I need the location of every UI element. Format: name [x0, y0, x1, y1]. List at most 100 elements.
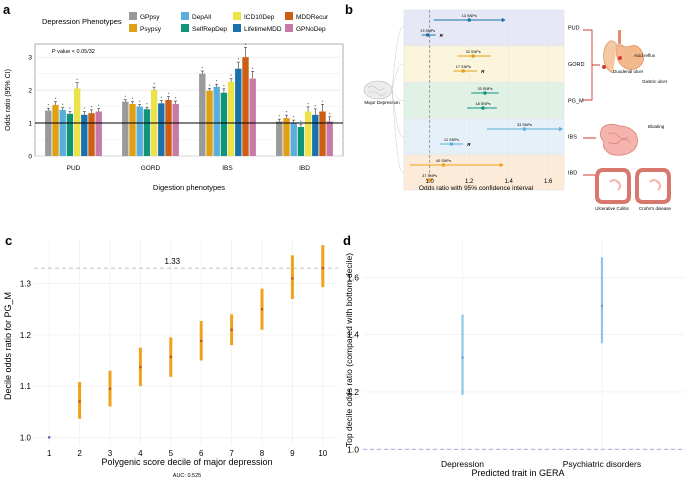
point-pud-2	[425, 33, 430, 37]
x-tick-label-d-psychiatric-disorders: Psychiatric disorders	[563, 459, 641, 469]
significance-mark: *	[216, 79, 218, 84]
bar-pud-depall	[59, 109, 66, 156]
bar-ibs-mddrecur	[242, 57, 249, 157]
legend-label-selfrepdep: SelfRepDep	[192, 26, 227, 33]
y-axis-label-c: Decile odds ratio for PG_M	[3, 292, 13, 400]
bar-ibd-selfrepdep	[297, 127, 305, 156]
y-tick-label-c: 1.0	[20, 433, 32, 442]
y-tick-label-d: 1.6	[347, 272, 359, 282]
significance-mark: *	[315, 103, 317, 108]
significance-mark: *	[161, 95, 163, 100]
label-crohns-disease: Crohn's disease	[639, 206, 672, 211]
bar-ibs-lifetimemdd	[235, 68, 242, 156]
y-axis-label-d: Top decile odds ratio (compared with bot…	[344, 253, 354, 447]
significance-mark: *	[48, 103, 50, 108]
y-tick-label-c: 1.2	[20, 331, 32, 340]
significance-mark: *	[125, 94, 127, 99]
snp-label-gord-2: 17 SNPs	[456, 65, 471, 69]
r-mark-pud: R	[440, 33, 444, 38]
significance-mark: *	[175, 95, 177, 100]
legend-label-lifetimemdd: LifetimeMDD	[244, 26, 282, 33]
snp-label-ibd-1: 40 SNPs	[436, 159, 451, 163]
connector-lines-b	[391, 27, 405, 173]
bar-ibd-mddrecur	[319, 111, 326, 156]
y-tick-label-d: 1.0	[347, 444, 359, 454]
bar-ibd-gpnodep	[326, 121, 333, 156]
bar-ibd-lifetimemdd	[312, 114, 319, 156]
legend-a: GPpsy DepAll ICD10Dep MDDRecur Psypsy SelfRep…	[129, 12, 329, 33]
significance-mark: *	[322, 99, 324, 104]
x-tick-label-b: 1.4	[505, 179, 514, 185]
significance-mark: *	[202, 66, 204, 71]
point-c-6	[199, 339, 203, 343]
r-mark-gord: R	[481, 69, 485, 74]
significance-mark: *	[139, 99, 141, 104]
significance-mark: *	[76, 77, 78, 82]
x-tick-label-d-depression: Depression	[441, 459, 484, 469]
band-label-ibs: IBS	[568, 135, 577, 141]
significance-mark: *	[62, 102, 64, 107]
point-ibs-2	[449, 142, 454, 146]
snp-label-pud-2: 13 SNPs	[420, 29, 435, 33]
bar-pud-icd10dep	[73, 88, 81, 156]
significance-mark: *	[153, 82, 155, 87]
significance-mark: *	[293, 115, 295, 120]
ci-arrow-pud-1	[501, 17, 506, 23]
x-tick-label-a-gord: GORD	[141, 165, 161, 172]
y-tick-label-d: 1.2	[347, 387, 359, 397]
snp-label-ibs-2: 12 SNPs	[444, 138, 459, 142]
label-gastric-ulcer: Gastric ulcer	[642, 79, 668, 84]
legend-swatch-selfrepdep	[181, 24, 189, 32]
significance-mark: *	[209, 83, 211, 88]
significance-mark: *	[168, 91, 170, 96]
intestine-ibs-illustration: Bloating	[600, 124, 665, 156]
bar-pud-lifetimemdd	[81, 114, 88, 156]
bar-gord-selfrepdep	[143, 109, 151, 156]
connector-line-pud	[391, 27, 405, 91]
center-label-b: Major Depression	[364, 100, 400, 105]
y-axis-label-a: Odds ratio (95% CI)	[5, 69, 12, 131]
y-tick-label-c: 1.1	[20, 382, 32, 391]
legend-label-depall: DepAll	[192, 14, 212, 21]
band-pg-m	[403, 82, 565, 119]
caption-c: AUC: 0.525	[173, 473, 201, 479]
snp-label-pg-m-2: 18 SNPs	[476, 102, 491, 106]
significance-mark: *	[91, 104, 93, 109]
band-label-pud: PUD	[568, 26, 580, 32]
connector-line-ibs	[391, 89, 405, 137]
bar-pud-gppsy	[45, 110, 52, 156]
chart-b: 13 SNPs 13 SNPs R 32 SNPs 17 SNPs R 33 SNPs 18 …	[363, 9, 672, 211]
x-tick-label-c: 10	[318, 449, 327, 458]
y-tick-label-a: 1	[28, 121, 32, 128]
bar-ibd-depall	[290, 122, 297, 156]
bar-ibs-icd10dep	[227, 81, 235, 156]
point-gord-2	[461, 69, 466, 73]
label-ulcerative-colitis: Ulcerative Colitis	[595, 206, 629, 211]
snp-label-pud-1: 13 SNPs	[462, 14, 477, 18]
x-tick-label-a-ibd: IBD	[299, 165, 310, 172]
point-d-psychiatric-disorders	[600, 304, 604, 308]
x-tick-label-a-ibs: IBS	[222, 165, 233, 172]
significance-mark: *	[329, 111, 331, 116]
x-tick-label-c: 7	[229, 449, 234, 458]
legend-swatch-depall	[181, 12, 189, 20]
bar-ibs-gppsy	[199, 73, 206, 156]
point-c-7	[230, 328, 233, 331]
snp-label-gord-1: 32 SNPs	[466, 50, 481, 54]
x-tick-label-c: 3	[108, 449, 113, 458]
y-tick-label-a: 0	[28, 154, 32, 161]
panel-label-a: a	[3, 2, 11, 17]
point-pg-m-1	[483, 91, 487, 95]
band-gord	[403, 45, 565, 83]
significance-mark: *	[69, 106, 71, 111]
legend-swatch-lifetimemdd	[233, 24, 241, 32]
legend-title-a: Depression Phenotypes	[42, 17, 122, 26]
bar-ibd-psypsy	[283, 118, 290, 156]
bar-gord-depall	[136, 106, 143, 156]
x-tick-label-c: 9	[290, 449, 295, 458]
label-bloating: Bloating	[648, 124, 665, 129]
legend-swatch-mddrecur	[285, 12, 293, 20]
band-ibd	[403, 154, 565, 191]
bar-pud-selfrepdep	[66, 113, 74, 156]
x-tick-label-b: 1.2	[465, 179, 474, 185]
